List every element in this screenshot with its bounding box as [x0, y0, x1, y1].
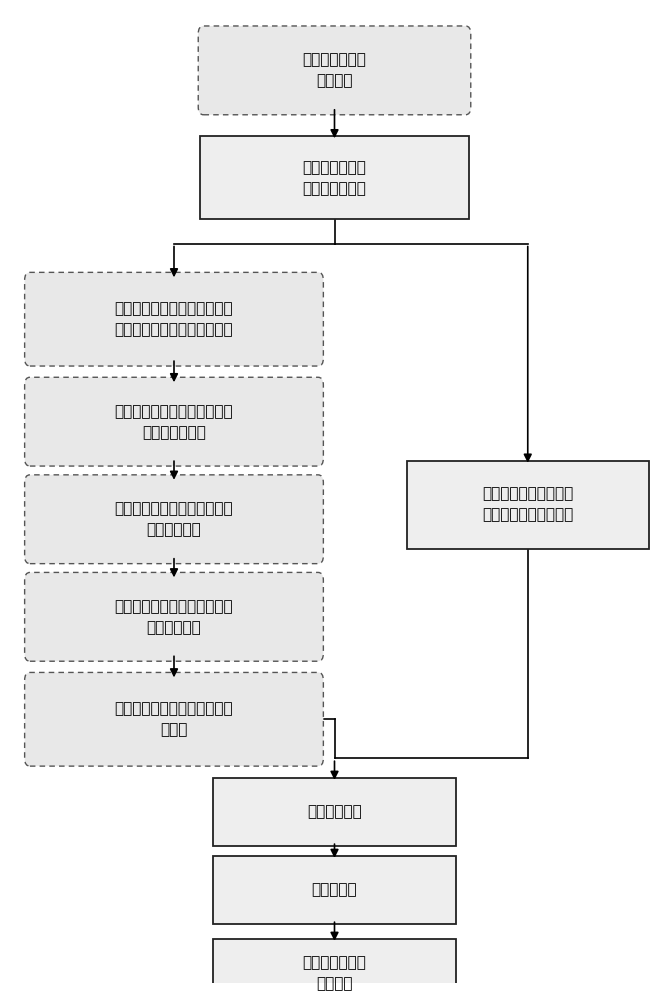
FancyBboxPatch shape	[25, 377, 323, 466]
Text: 求解引入金属接触非线性的电
场非线性方程: 求解引入金属接触非线性的电 场非线性方程	[114, 599, 233, 635]
Text: 将微波部件剖分
为空间网格单元: 将微波部件剖分 为空间网格单元	[302, 160, 367, 196]
FancyBboxPatch shape	[213, 939, 456, 1000]
FancyBboxPatch shape	[25, 272, 323, 366]
Text: 更新微波部件金属接触处空间
网格上的电场: 更新微波部件金属接触处空间 网格上的电场	[114, 501, 233, 537]
FancyBboxPatch shape	[198, 26, 471, 115]
Text: 微波部件金属接触处的空间网
格上引入金属接触非线性模型: 微波部件金属接触处的空间网 格上引入金属接触非线性模型	[114, 301, 233, 337]
FancyBboxPatch shape	[25, 672, 323, 766]
FancyBboxPatch shape	[25, 475, 323, 564]
Text: 空间网格上随时间变化的电场
和磁场: 空间网格上随时间变化的电场 和磁场	[114, 701, 233, 737]
FancyBboxPatch shape	[213, 778, 456, 846]
Text: 设定微波部件的
相关参数: 设定微波部件的 相关参数	[302, 52, 367, 88]
Text: 微波部件金属接触处空间网格
上的非线性电流: 微波部件金属接触处空间网格 上的非线性电流	[114, 404, 233, 440]
Text: 傅里叶变换: 傅里叶变换	[312, 883, 357, 898]
Text: 不引入非线性模型计算
微波部件的电场和磁场: 不引入非线性模型计算 微波部件的电场和磁场	[482, 487, 573, 523]
FancyBboxPatch shape	[213, 856, 456, 924]
FancyBboxPatch shape	[407, 461, 649, 549]
Text: 时域信号对消: 时域信号对消	[307, 804, 362, 819]
Text: 微波部件的无源
互调产物: 微波部件的无源 互调产物	[302, 955, 367, 991]
FancyBboxPatch shape	[200, 136, 469, 219]
FancyBboxPatch shape	[25, 572, 323, 661]
